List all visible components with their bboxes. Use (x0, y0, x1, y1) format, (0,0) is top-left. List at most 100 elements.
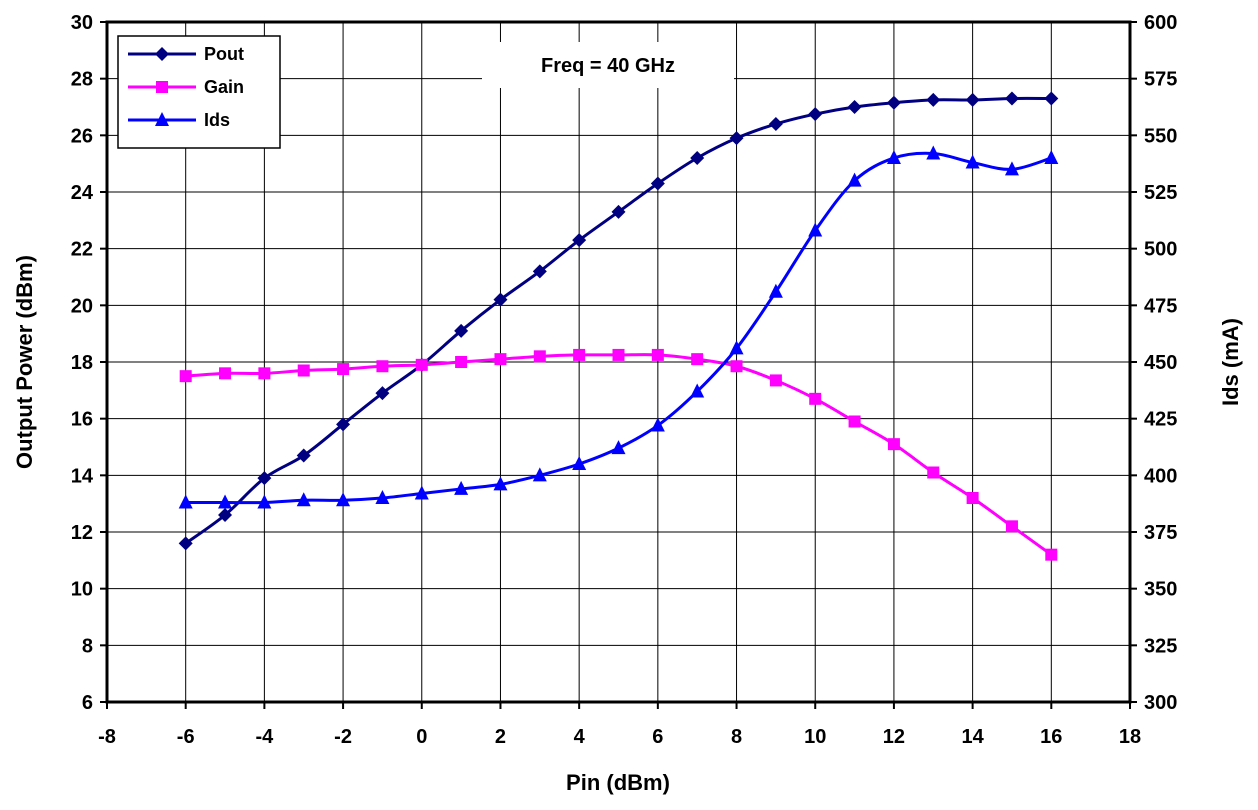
series-gain-point (219, 367, 232, 380)
y-left-tick-label: 26 (71, 125, 93, 147)
series-gain-point (297, 364, 310, 377)
series-gain-point (612, 348, 625, 361)
y-right-tick-label: 325 (1144, 635, 1177, 657)
series-gain-point (376, 360, 389, 373)
series-gain-point (769, 374, 782, 387)
series-gain-point (573, 348, 586, 361)
series-gain-point (455, 356, 468, 368)
series-pout-point (296, 448, 311, 463)
y-left-tick-label: 10 (71, 579, 93, 601)
series-pout-point (768, 117, 783, 131)
series-gain-point (927, 466, 940, 479)
series-pout-point (847, 100, 862, 114)
y-left-tick-label: 24 (71, 182, 94, 204)
y-right-tick-label: 475 (1144, 295, 1177, 317)
series-gain-point (258, 367, 271, 380)
series-ids-point (729, 340, 744, 355)
legend: Pout Gain Ids (117, 35, 281, 149)
legend-label: Pout (204, 44, 244, 64)
y-axis-left-title: Output Power (dBm) (12, 255, 37, 469)
y-left-tick-label: 16 (71, 409, 93, 431)
y-right-tick-label: 575 (1144, 69, 1177, 91)
series-ids-point (808, 222, 823, 237)
series-ids-point (336, 492, 351, 507)
series-pout-point (454, 323, 469, 338)
series-ids-point (690, 383, 705, 398)
series-ids-point (178, 494, 193, 509)
series-pout-point (257, 471, 272, 486)
series-pout-point (808, 107, 823, 122)
y-left-tick-label: 30 (71, 12, 93, 34)
series-pout-point (611, 204, 626, 219)
series-ids-point (454, 480, 469, 495)
x-tick-label: -8 (98, 726, 116, 748)
series-ids-point (493, 476, 508, 491)
x-tick-label: -2 (334, 726, 352, 748)
series-gain-point (337, 363, 350, 376)
y-right-tick-label: 500 (1144, 239, 1177, 261)
y-right-tick-label: 550 (1144, 125, 1177, 147)
x-tick-label: 16 (1040, 726, 1062, 748)
series-ids-point (375, 490, 390, 504)
y-right-tick-label: 400 (1144, 465, 1177, 487)
y-left-tick-label: 8 (82, 635, 93, 657)
series-gain-point (1005, 520, 1018, 533)
series-gain-point (533, 350, 546, 363)
series-pout-point (650, 176, 665, 191)
x-tick-label: -6 (177, 726, 195, 748)
series-pout-point (690, 151, 705, 165)
legend-swatch-marker (156, 81, 168, 93)
y-right-tick-label: 300 (1144, 692, 1177, 714)
series-ids-point (965, 154, 980, 169)
series-pout-point (886, 95, 901, 110)
series-pout-point (493, 292, 508, 307)
y-left-tick-label: 20 (71, 295, 93, 317)
x-tick-label: 14 (961, 726, 984, 748)
y-left-tick-label: 12 (71, 522, 93, 544)
y-axis-right-title: Ids (mA) (1218, 318, 1243, 406)
series-gain-point (730, 360, 743, 373)
legend-label: Gain (204, 77, 244, 97)
y-right-tick-label: 525 (1144, 182, 1177, 204)
series-pout-point (729, 131, 744, 146)
series-pout-point (572, 233, 587, 248)
x-tick-label: 2 (495, 726, 506, 748)
y-left-tick-label: 28 (71, 69, 93, 91)
x-tick-label: 0 (416, 726, 427, 748)
legend-item-pout: Pout (128, 44, 244, 64)
frequency-annotation: Freq = 40 GHz (541, 55, 675, 77)
legend-item-gain: Gain (128, 77, 244, 97)
x-axis-title: Pin (dBm) (566, 770, 670, 795)
series-ids (178, 145, 1059, 509)
series-gain-point (809, 392, 822, 405)
x-tick-label: 12 (883, 726, 905, 748)
x-tick-label: -4 (255, 726, 274, 748)
series-pout-point (218, 508, 233, 522)
series-ids-point (926, 145, 941, 160)
series-pout-point (178, 536, 193, 551)
y-left-tick-label: 18 (71, 352, 93, 374)
series-gain-point (848, 415, 861, 428)
y-right-tick-label: 375 (1144, 522, 1177, 544)
series-ids-point (218, 494, 233, 509)
y-left-tick-label: 6 (82, 692, 93, 714)
series-ids-point (768, 283, 783, 298)
series-ids-point (532, 467, 547, 482)
y-right-tick-label: 600 (1144, 12, 1177, 34)
x-tick-label: 10 (804, 726, 826, 748)
series-pout-point (532, 264, 547, 279)
series-pout-point (336, 417, 351, 432)
series-ids-point (847, 172, 862, 187)
series-ids-point (572, 456, 587, 470)
series-gain-point (1045, 548, 1058, 561)
x-tick-label: 18 (1119, 726, 1141, 748)
series-gain (179, 348, 1058, 561)
legend-label: Ids (204, 110, 230, 130)
legend-item-ids: Ids (128, 110, 230, 130)
x-tick-label: 6 (652, 726, 663, 748)
series-ids-point (1004, 161, 1019, 176)
series-gain-point (179, 370, 192, 383)
x-tick-label: 4 (574, 726, 586, 748)
series-gain-point (966, 492, 979, 504)
